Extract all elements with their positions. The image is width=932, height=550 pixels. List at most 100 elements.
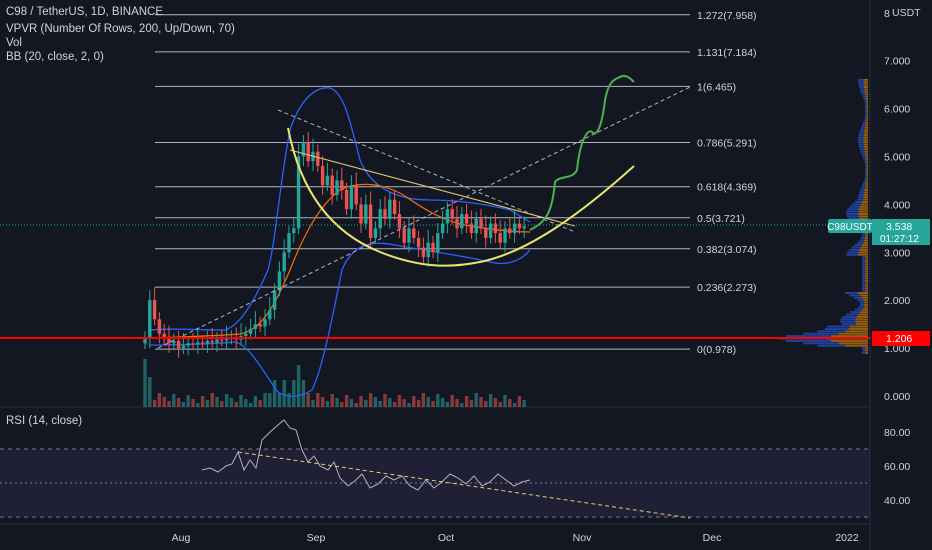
- vpvr-bar-up: [865, 167, 867, 170]
- indicator-vol[interactable]: Vol: [6, 37, 22, 49]
- countdown-value: 01:27:12: [880, 234, 919, 245]
- volume-bar: [205, 400, 210, 407]
- vpvr-bar-down: [866, 162, 868, 165]
- vpvr-bar-down: [865, 275, 868, 278]
- volume-bar: [455, 399, 459, 407]
- rsi-line: [201, 419, 531, 491]
- volume-bar: [258, 400, 262, 407]
- vpvr-bar-up: [865, 105, 867, 108]
- vpvr-bar-down: [863, 83, 868, 86]
- vpvr-bar-down: [863, 193, 868, 196]
- fib-level-label: 0.382(3.074): [697, 244, 757, 256]
- vpvr-bar-down: [856, 315, 868, 318]
- candle: [354, 172, 358, 211]
- volume-bar: [378, 401, 382, 407]
- volume-bar: [474, 393, 478, 407]
- vpvr-bar-down: [863, 143, 868, 146]
- candle: [244, 326, 248, 346]
- vpvr-bar-up: [845, 292, 858, 295]
- volume-bar: [426, 397, 430, 407]
- rsi-trendline: [237, 451, 691, 519]
- vpvr-bar-down: [865, 181, 868, 184]
- chart-title[interactable]: C98 / TetherUS, 1D, BINANCE: [6, 6, 164, 18]
- candle: [436, 223, 440, 262]
- vpvr-bar-down: [865, 153, 868, 156]
- candle: [508, 218, 512, 239]
- candle: [263, 309, 267, 337]
- vpvr-bar-up: [858, 306, 864, 309]
- candle: [335, 170, 339, 201]
- fib-level-label: 0(0.978): [697, 344, 736, 356]
- vpvr-bar-down: [866, 100, 868, 103]
- candle: [431, 235, 435, 259]
- vpvr-bar-up: [858, 81, 864, 84]
- volume-bar: [282, 380, 286, 407]
- price-axis-panel: [870, 0, 932, 550]
- volume-bar: [373, 397, 378, 407]
- volume-bar: [176, 398, 181, 407]
- volume-bar: [316, 393, 320, 407]
- vpvr-bar-up: [847, 208, 859, 211]
- vpvr-bar-down: [866, 109, 868, 112]
- rsi-axis[interactable]: 80.00 60.00 40.00: [884, 427, 910, 507]
- rsi-title[interactable]: RSI (14, close): [6, 415, 83, 427]
- vpvr-bar-down: [863, 81, 868, 84]
- volume-bar: [210, 393, 214, 407]
- vpvr-bar-down: [855, 320, 868, 323]
- volume-bar: [493, 398, 498, 407]
- volume-bar: [292, 380, 296, 407]
- candle: [258, 316, 262, 333]
- volume-bar: [522, 400, 526, 407]
- candle: [445, 202, 450, 234]
- vpvr-bar-down: [865, 263, 868, 266]
- vpvr-bar-up: [863, 119, 867, 122]
- indicator-bb[interactable]: BB (20, close, 2, 0): [6, 51, 104, 63]
- volume-bar: [191, 399, 195, 407]
- descending-dashed-line: [277, 109, 576, 233]
- vpvr-bar-up: [803, 332, 839, 335]
- vpvr-bar-up: [859, 131, 865, 134]
- candles: [143, 132, 526, 358]
- price-axis[interactable]: 8 7.000 6.000 5.000 4.000 3.000 2.000 1.000 0.00…: [884, 8, 910, 403]
- vpvr-bar-down: [866, 172, 868, 175]
- candle: [402, 221, 406, 249]
- candle: [479, 208, 483, 235]
- vpvr-bar-up: [840, 318, 856, 321]
- vpvr-bar-up: [861, 232, 866, 235]
- vpvr-bar-down: [864, 301, 868, 304]
- volume-bar: [311, 400, 315, 407]
- vpvr-bar-up: [865, 102, 867, 105]
- vpvr-bar-down: [866, 160, 868, 163]
- projection-path: [529, 74, 635, 231]
- vpvr-bar-up: [863, 98, 867, 101]
- vpvr-bar-up: [865, 109, 867, 112]
- candle: [416, 230, 421, 258]
- vpvr-bar-up: [854, 244, 862, 247]
- volume-bar: [402, 399, 406, 407]
- volume-bar: [517, 396, 522, 407]
- vpvr-bar-down: [861, 296, 868, 299]
- volume-bar: [383, 394, 387, 407]
- time-axis[interactable]: Aug Sep Oct Nov Dec 2022: [172, 532, 859, 544]
- vpvr-bar-down: [865, 347, 868, 350]
- vpvr-bar-down: [861, 244, 868, 247]
- indicator-vpvr[interactable]: VPVR (Number Of Rows, 200, Up/Down, 70): [6, 23, 235, 35]
- vpvr-bar-up: [859, 88, 865, 91]
- vpvr-bar-up: [849, 248, 860, 251]
- symbol-badge-label: C98USDT: [827, 222, 873, 233]
- candle: [364, 194, 368, 230]
- vpvr-bar-up: [862, 265, 866, 268]
- vpvr-bar-up: [849, 294, 860, 297]
- vpvr-bar-down: [859, 248, 868, 251]
- volume-bar: [272, 380, 277, 407]
- vpvr-bar-down: [865, 280, 868, 283]
- vpvr-bar-down: [863, 198, 868, 201]
- volume-bar: [229, 398, 234, 407]
- vpvr-bar-up: [850, 311, 861, 314]
- vpvr-bar-down: [864, 191, 868, 194]
- vpvr-bar-up: [862, 275, 866, 278]
- vpvr-bar-up: [862, 277, 866, 280]
- vpvr-bar-down: [865, 121, 868, 124]
- candle: [316, 144, 320, 172]
